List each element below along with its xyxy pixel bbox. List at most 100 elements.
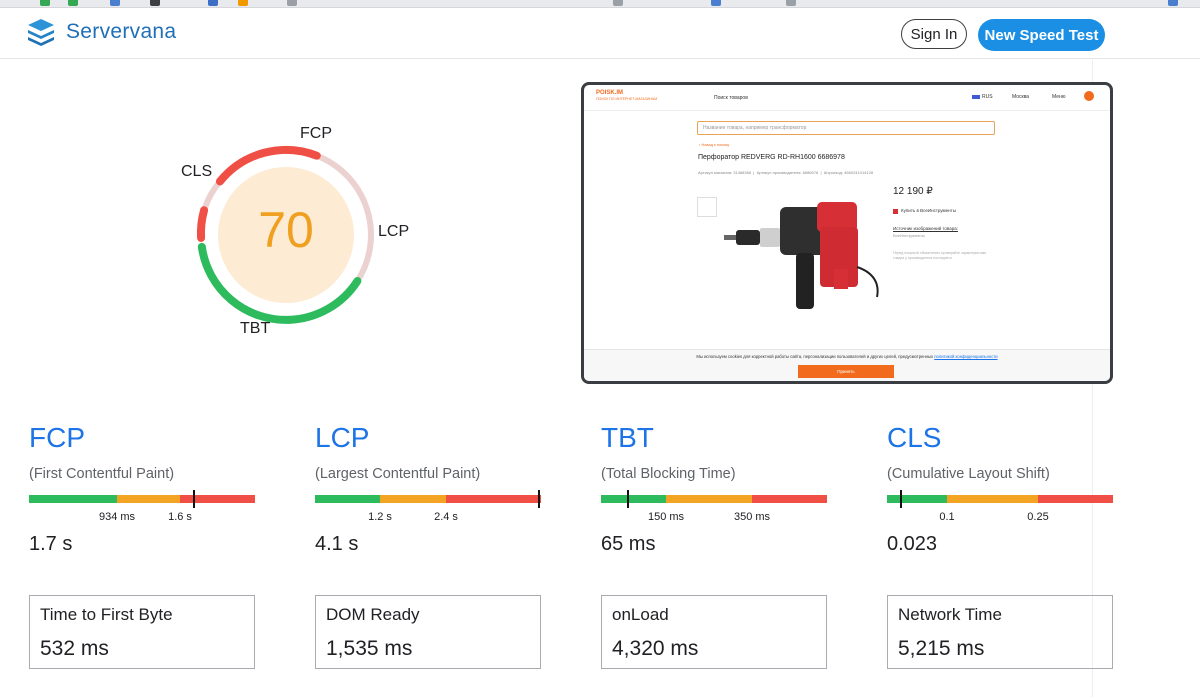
gauge-label-cls: CLS: [181, 163, 213, 180]
preview-notice: Перед покупкой обязательно проверяйте ха…: [893, 251, 987, 260]
stat-onload: onLoad 4,320 ms: [601, 595, 827, 669]
stat-time-to-first-byte: Time to First Byte 532 ms: [29, 595, 255, 669]
gauge-label-fcp: FCP: [300, 125, 332, 142]
range-needs-improvement: [666, 495, 752, 503]
threshold-poor: 2.4 s: [434, 511, 458, 523]
preview-cookie-banner: Мы используем cookies для корректной раб…: [584, 349, 1110, 381]
metric-thresholds: 1.2 s 2.4 s: [315, 511, 541, 527]
metric-marker: [192, 490, 195, 508]
metric-tbt: TBT (Total Blocking Time) 150 ms 350 ms …: [601, 418, 829, 556]
page-screenshot-preview: POISK.IM ПОИСК ПО ИНТЕРНЕТ-МАГАЗИНАМ Пои…: [581, 82, 1113, 384]
stat-label: DOM Ready: [326, 605, 420, 624]
metric-range-bar: [887, 490, 1113, 508]
metric-lcp: LCP (Largest Contentful Paint) 1.2 s 2.4…: [315, 418, 543, 556]
threshold-good: 150 ms: [647, 511, 685, 523]
range-needs-improvement: [117, 495, 180, 503]
metric-value: 4.1 s: [315, 533, 359, 555]
preview-accept-button: Принять: [798, 365, 894, 378]
performance-score-gauge: 70 FCP LCP TBT CLS: [180, 120, 410, 350]
metric-value: 0.023: [887, 533, 938, 555]
metric-full-name: (Largest Contentful Paint): [315, 466, 481, 482]
flag-icon: [972, 95, 980, 99]
stat-network-time: Network Time 5,215 ms: [887, 595, 1113, 669]
preview-cookie-text: Мы используем cookies для корректной раб…: [696, 354, 998, 359]
metric-marker: [537, 490, 540, 508]
user-avatar-icon: [1084, 91, 1094, 101]
preview-nav-city: Москва: [1012, 94, 1030, 100]
preview-back-link: ‹ Назад к поиску: [699, 142, 730, 147]
new-speed-test-button[interactable]: New Speed Test: [978, 19, 1105, 51]
metric-thresholds: 934 ms 1.6 s: [29, 511, 255, 527]
preview-product-title: Перфоратор REDVERG RD-RH1600 6686978: [698, 154, 845, 161]
metric-marker: [899, 490, 902, 508]
brand-logo[interactable]: Servervana: [26, 17, 176, 47]
metric-abbr: FCP: [29, 422, 85, 453]
metric-full-name: (Cumulative Layout Shift): [887, 466, 1050, 482]
gauge-label-tbt: TBT: [240, 320, 271, 337]
threshold-good: 1.2 s: [368, 511, 392, 523]
range-poor: [180, 495, 255, 503]
stat-label: Network Time: [898, 605, 1002, 624]
metric-thresholds: 150 ms 350 ms: [601, 511, 827, 527]
store-icon: [893, 209, 898, 214]
metric-full-name: (Total Blocking Time): [601, 466, 736, 482]
threshold-poor: 0.25: [1027, 511, 1049, 523]
stat-label: onLoad: [612, 605, 669, 624]
layers-icon: [28, 19, 54, 46]
stat-value: 4,320 ms: [612, 637, 699, 660]
performance-score: 70: [258, 202, 314, 258]
range-good: [315, 495, 380, 503]
stat-dom-ready: DOM Ready 1,535 ms: [315, 595, 541, 669]
gauge-ring: 70: [196, 145, 374, 324]
preview-img-source-sub: ВсеИнструменты: [893, 233, 925, 238]
gauge-arc-fcp-track: [201, 178, 223, 214]
metric-range-bar: [315, 490, 541, 508]
sign-in-button[interactable]: Sign In: [901, 19, 967, 49]
preview-nav-menu: Меню: [1052, 94, 1066, 100]
preview-header-divider: [584, 110, 1110, 111]
stat-value: 1,535 ms: [326, 637, 413, 660]
gauge-arc-fcp: [196, 206, 209, 242]
preview-search-box: Название товара, например трансформатор: [697, 121, 995, 135]
metric-marker: [627, 490, 630, 508]
preview-nav-lang: RUS: [982, 94, 993, 100]
range-good: [887, 495, 947, 503]
stat-value: 532 ms: [40, 637, 109, 660]
preview-price: 12 190 ₽: [893, 186, 933, 197]
range-poor: [1038, 495, 1113, 503]
top-bar: Servervana Sign In New Speed Test: [0, 8, 1200, 59]
metric-range-bar: [29, 490, 255, 508]
metric-full-name: (First Contentful Paint): [29, 466, 175, 482]
metric-thresholds: 0.1 0.25: [887, 511, 1113, 527]
metric-fcp: FCP (First Contentful Paint) 934 ms 1.6 …: [29, 418, 257, 556]
preview-nav-search: Поиск товаров: [714, 95, 748, 101]
gauge-label-lcp: LCP: [378, 223, 410, 240]
threshold-good: 934 ms: [98, 511, 136, 523]
preview-buy-link: Купить в ВсеИнструменты: [901, 208, 956, 213]
range-needs-improvement: [380, 495, 446, 503]
threshold-poor: 350 ms: [733, 511, 771, 523]
range-needs-improvement: [947, 495, 1038, 503]
browser-tab-strip: [0, 0, 1200, 8]
range-poor: [752, 495, 827, 503]
metric-abbr: CLS: [887, 422, 942, 453]
preview-site-logo: POISK.IM ПОИСК ПО ИНТЕРНЕТ-МАГАЗИНАМ: [596, 90, 658, 101]
preview-thumbnail: [697, 197, 717, 217]
gauge-arc-cls: [197, 242, 293, 324]
metric-cls: CLS (Cumulative Layout Shift) 0.1 0.25 0…: [887, 418, 1115, 556]
metric-abbr: LCP: [315, 422, 370, 453]
gauge-center: [218, 167, 354, 303]
gauge-arc-tbt: [284, 277, 362, 324]
threshold-poor: 1.6 s: [168, 511, 192, 523]
gauge-arc-lcp: [215, 145, 321, 186]
stat-value: 5,215 ms: [898, 637, 985, 660]
gauge-arc-lcp-track: [313, 152, 374, 285]
range-poor: [446, 495, 541, 503]
metric-value: 1.7 s: [29, 533, 73, 555]
drill-icon: [724, 202, 879, 309]
range-good: [601, 495, 666, 503]
range-good: [29, 495, 117, 503]
metric-range-bar: [601, 490, 827, 508]
brand-name: Servervana: [66, 20, 177, 43]
preview-meta: Артикул магазина: 31468366 | Артикул про…: [698, 170, 874, 175]
